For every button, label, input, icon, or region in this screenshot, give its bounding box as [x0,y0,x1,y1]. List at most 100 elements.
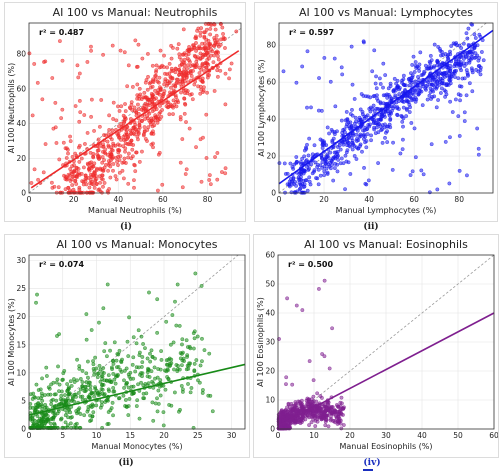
data-point [221,35,226,40]
x-tick-label: 80 [454,195,464,204]
data-point [160,182,165,187]
data-point [287,179,292,184]
data-point [310,403,315,407]
data-point [165,65,169,70]
data-point [184,167,189,172]
data-point [126,181,131,186]
data-point [77,159,82,164]
data-point [343,153,348,158]
data-point [101,168,105,173]
data-point [135,398,140,403]
data-point [481,58,486,63]
data-point [400,119,405,124]
data-point [473,51,478,56]
data-point [65,147,70,152]
data-point [108,175,113,180]
data-point [382,125,387,130]
data-point [438,71,443,76]
data-point [51,410,55,415]
data-point [212,36,217,40]
data-point [285,409,290,414]
data-point [129,131,134,136]
data-point [339,65,344,70]
data-point [86,375,90,380]
data-point [311,414,316,418]
data-point [322,169,327,174]
data-point [88,150,93,155]
regression-line [28,363,246,416]
x-tick-label: 30 [227,431,237,440]
data-point [208,27,213,31]
data-point [203,41,207,46]
data-point [440,49,444,54]
data-point [70,154,75,159]
data-point [320,352,325,356]
y-tick-label: 10 [265,396,275,405]
data-point [158,367,163,372]
data-point [101,366,106,370]
data-point [372,109,377,114]
data-point [293,400,298,404]
data-point [378,100,383,105]
data-point [312,143,317,148]
data-point [72,377,76,381]
data-point [153,376,157,381]
data-point [395,113,400,118]
data-point [116,104,120,109]
data-point [45,417,50,422]
data-point [70,183,75,187]
data-point [77,119,82,124]
data-point [336,405,341,410]
data-point [205,57,210,62]
data-point [383,73,388,78]
data-point [307,423,311,427]
data-point [158,393,163,398]
data-point [294,183,299,188]
x-tick-label: 20 [319,195,329,204]
neutrophils-chart: 0 20 40 60 80 0 20 40 60 80 AI 100 vs Manual: Neut… [7,6,242,215]
caption-eosinophils-link[interactable]: (iv) [352,458,392,471]
data-point [347,143,352,148]
data-point [350,147,355,152]
data-point [51,380,56,385]
data-point [213,27,218,32]
y-tick-label: 80 [16,50,26,59]
data-point [123,404,128,408]
data-point [199,87,204,92]
data-point [131,126,136,130]
data-point [407,110,412,114]
data-point [173,93,178,98]
data-point [117,158,122,162]
data-point [401,73,406,78]
data-point [401,100,406,104]
data-point [85,161,90,166]
data-point [297,177,301,182]
data-point [182,96,187,101]
data-point [174,104,179,109]
data-point [420,103,425,108]
data-point [311,378,316,383]
data-point [170,76,175,80]
data-point [101,144,106,149]
data-point [285,416,289,421]
data-point [453,61,458,66]
data-point [64,156,69,160]
data-point [323,158,328,163]
data-point [227,67,232,72]
data-point [398,151,403,156]
data-point [456,114,461,119]
data-point [457,168,462,173]
data-point [318,173,323,178]
data-point [215,68,220,73]
scatter-points [276,278,346,431]
data-point [448,99,453,104]
data-point [417,68,422,73]
data-point [107,128,112,132]
data-point [324,417,329,422]
data-point [59,116,64,121]
x-tick-label: 60 [409,195,419,204]
x-axis-label: Manual Neutrophils (%) [88,206,182,215]
lymphocytes-chart: 0 20 40 60 80 0 20 40 60 80 AI 100 vs Manual: Lymp… [257,6,494,215]
data-point [462,76,467,81]
data-point [140,56,145,61]
